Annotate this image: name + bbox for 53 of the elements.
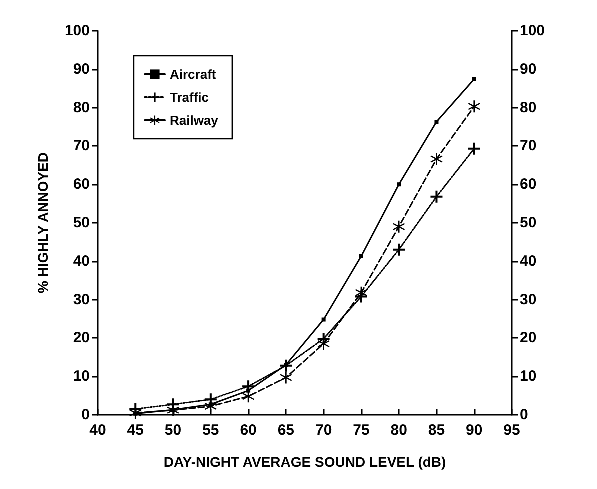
- point: [280, 372, 292, 384]
- x-tick-label: 75: [353, 422, 370, 439]
- y2-tick-label: 80: [520, 99, 537, 116]
- legend-label: Railway: [170, 113, 220, 128]
- y-tick-label: 70: [73, 138, 90, 155]
- point: [468, 142, 480, 155]
- y-tick-label: 80: [73, 99, 90, 116]
- y-tick-label: 90: [73, 60, 90, 78]
- x-tick-label: 65: [278, 422, 295, 439]
- point: [359, 254, 364, 258]
- y2-tick-label: 10: [520, 368, 537, 386]
- y-tick-label: 60: [73, 176, 90, 194]
- y-tick-label: 10: [73, 368, 90, 386]
- y-tick-label: 0: [82, 406, 90, 424]
- point: [472, 77, 476, 82]
- point: [355, 290, 368, 303]
- point: [393, 244, 406, 256]
- x-tick-label: 80: [390, 422, 408, 439]
- y2-tick-label: 90: [520, 60, 537, 78]
- x-tick-label: 40: [90, 422, 106, 439]
- y-tick-label: 30: [73, 291, 90, 308]
- point: [468, 100, 480, 113]
- x-tick-label: 60: [240, 422, 257, 439]
- y2-tick-label: 100: [520, 22, 546, 40]
- x-tick-label: 70: [315, 422, 332, 439]
- y2-tick-label: 50: [520, 214, 537, 232]
- y2-tick-label: 30: [520, 291, 537, 308]
- y-tick-label: 40: [73, 252, 90, 270]
- legend-label: Traffic: [170, 90, 210, 105]
- y2-tick-label: 70: [520, 138, 537, 155]
- y-axis-title: % HIGHLY ANNOYED: [35, 152, 51, 294]
- point: [246, 388, 251, 393]
- point: [434, 120, 439, 124]
- point: [393, 220, 406, 233]
- y2-tick-label: 40: [520, 252, 537, 270]
- point: [322, 318, 326, 322]
- y2-tick-label: 60: [520, 176, 537, 194]
- x-tick-label: 45: [127, 422, 144, 439]
- x-tick-label: 85: [428, 422, 446, 439]
- x-tick-label: 50: [164, 422, 182, 439]
- y2-tick-label: 20: [520, 330, 537, 347]
- x-tick-label: 95: [504, 422, 520, 439]
- y-tick-label: 100: [64, 22, 90, 40]
- y-tick-label: 50: [73, 214, 90, 232]
- y2-tick-label: 0: [520, 406, 528, 424]
- legend-label: Aircraft: [170, 67, 217, 82]
- point: [397, 182, 402, 187]
- x-axis-title: DAY-NIGHT AVERAGE SOUND LEVEL (dB): [164, 454, 446, 470]
- point: [430, 153, 443, 166]
- x-tick-label: 90: [466, 422, 483, 439]
- x-tick-label: 55: [202, 422, 220, 439]
- y-tick-label: 20: [73, 330, 90, 347]
- point: [430, 190, 443, 203]
